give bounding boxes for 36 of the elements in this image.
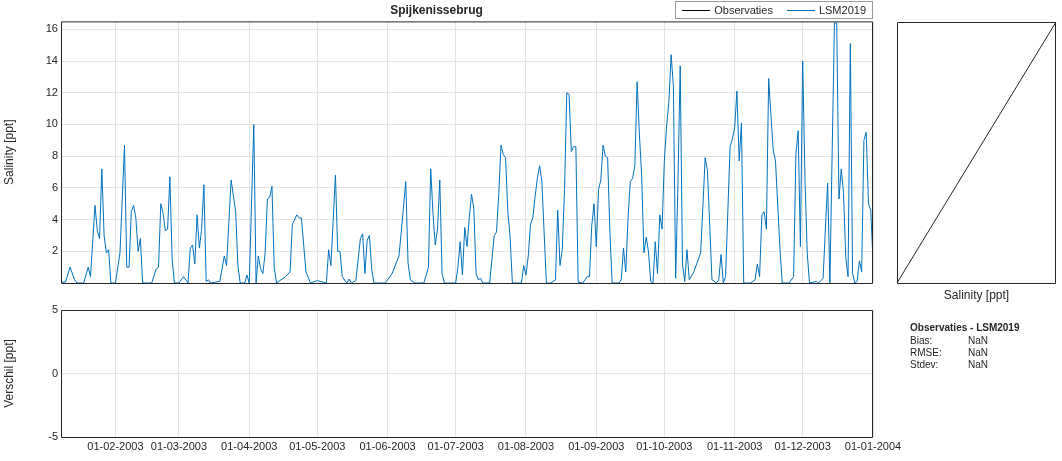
x-tick-label: 01-05-2003 [289,439,346,452]
text: NaN [968,359,989,370]
text: Bias: [910,335,934,346]
y-axis-title: Verschil [ppt] [1,339,16,408]
text: NaN [968,335,989,346]
y-tick-label: 0 [51,366,58,379]
legend-label: LSM2019 [818,4,866,16]
x-tick-label: 01-01-2004 [844,439,902,452]
text: RMSE: [910,347,943,358]
y-tick-label: 16 [45,22,58,35]
y-tick-label: 8 [51,149,58,162]
y-tick-label: 4 [51,212,58,225]
x-tick-label: 01-07-2003 [427,439,484,452]
text: NaN [968,347,989,358]
y-tick-label: -5 [48,430,58,443]
x-tick-label: 01-08-2003 [497,439,555,452]
chart-title: Spijkenissebrug [390,2,483,17]
y-tick-label: 5 [51,303,58,316]
text: Stdev: [910,359,940,370]
x-tick-label: 01-12-2003 [774,439,831,452]
y-tick-label: 2 [51,244,58,257]
x-tick-label: 01-10-2003 [636,439,693,452]
y-tick-label: 10 [45,117,58,130]
text: Observaties - LSM2019 [910,322,1021,333]
x-axis-title: Salinity [ppt] [943,288,1010,303]
y-tick-label: 14 [45,54,58,67]
legend-label: Observaties [714,4,773,16]
y-axis-title: Salinity [ppt] [1,119,16,185]
x-tick-label: 01-03-2003 [150,439,208,452]
x-tick-label: 01-11-2003 [706,439,763,452]
x-tick-label: 01-09-2003 [568,439,625,452]
y-tick-label: 6 [51,180,58,193]
x-tick-label: 01-06-2003 [359,439,416,452]
x-tick-label: 01-02-2003 [87,439,144,452]
y-tick-label: 12 [45,85,58,98]
x-tick-label: 01-04-2003 [221,439,278,452]
